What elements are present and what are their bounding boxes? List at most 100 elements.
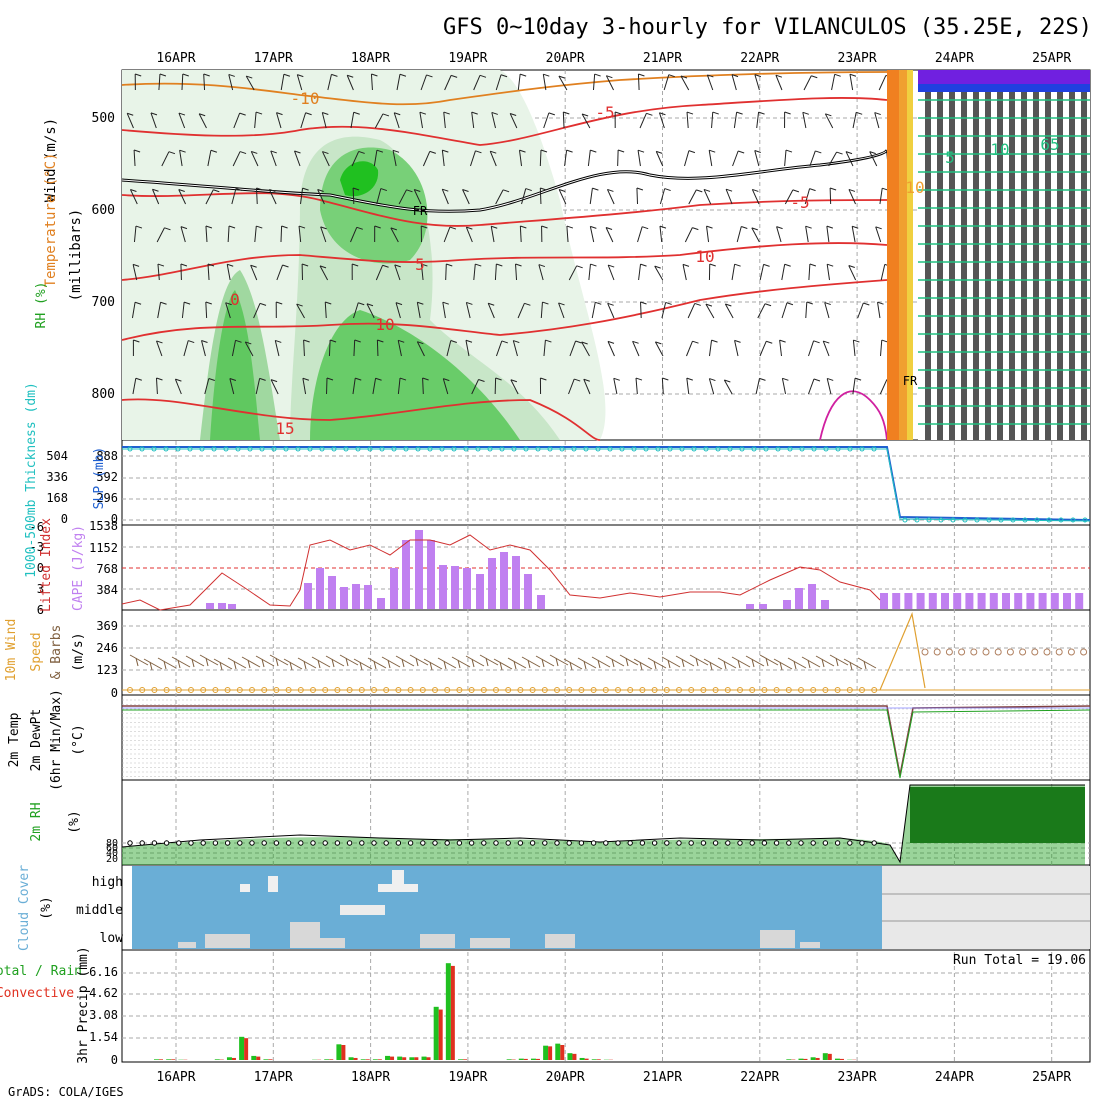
thickness-marker [1046,517,1052,523]
wind-barb-flag [302,187,309,191]
wind-barb-flag [703,188,711,192]
rh2m-marker [249,840,255,846]
wind-barb-flag [374,225,381,229]
thickness-marker [926,517,932,523]
thickness-marker [319,446,325,452]
wind-barb [353,339,356,357]
surface-barb-flag [653,660,657,670]
wind-barb-flag [734,263,741,267]
precip-conv-bar [365,1059,370,1060]
thickness-marker [667,446,673,452]
label-millibars: (millibars) [68,209,84,302]
band-stripe [997,88,1003,440]
surface-barb [269,654,289,666]
wind-barb [416,341,425,357]
cape-bar [892,593,901,609]
rh2m-marker [834,840,841,846]
band-stripe [949,88,955,440]
thickness-marker [307,446,313,452]
wind-barb-flag [692,227,699,231]
wind-barb-flag [792,189,800,193]
precip-total-bar [385,1055,391,1060]
wind-barb [605,227,614,243]
wind-barb [254,226,257,243]
wind-barb [636,187,639,205]
wind-barb [848,265,857,281]
thickness-marker [583,446,589,452]
p4-ytick: 246 [96,641,118,655]
cloud-bg-missing [882,866,1090,949]
surface-barb-flag [331,658,335,668]
rh2m-marker [725,840,731,846]
wind-barb [759,341,767,357]
wind-barb [828,151,837,167]
wind-barb-flag [784,111,791,115]
thickness-marker [343,446,349,452]
wind-barb-flag [805,225,812,229]
wind-barb-flag [276,301,283,305]
rh2m-marker [578,840,585,846]
surface-barb [619,654,639,666]
label-total-rain: Total / Rain [0,964,82,979]
wind-barb-flag [399,377,407,381]
surface-barb-flag [289,661,293,671]
surface-barb [325,655,345,667]
contour-label: 15 [275,419,294,438]
thickness-marker [643,446,649,452]
rh2m-marker [151,840,158,846]
p6-ytick: 40 [106,848,118,859]
wind-barb-flag [590,225,597,229]
surface-barb-flag [359,661,363,671]
wind-barb-flag [275,339,282,343]
wind-barb-flag [525,188,532,192]
cape-bar [228,604,236,609]
wind-barb-flag [317,189,324,192]
rh2m-marker [432,840,438,846]
wind-barb-flag [558,302,565,306]
thickness-marker [487,446,493,452]
surface-barb-flag [597,659,601,669]
wind-barb-flag [545,339,552,343]
wind-barb [708,378,715,395]
precip-total-bar [786,1059,792,1060]
wind-barb [808,340,815,357]
surface-barb-flag [737,659,741,669]
precip-total-bar [360,1059,366,1060]
top-date-24APR: 24APR [935,51,974,66]
surface-barb-flag [709,661,713,671]
wind-barb [441,189,449,205]
wind-barb [703,189,712,205]
wind-barb [802,112,807,129]
surface-barb [451,656,471,668]
thickness-marker [535,446,541,452]
wind-barb [324,302,327,319]
thickness-marker [1034,517,1040,523]
wind-barb [587,150,591,167]
wind-barb [732,150,739,167]
wind-barb [706,226,710,243]
wind-barb-flag [239,112,246,116]
label-cloud-unit: (%) [39,896,54,919]
surface-barb [465,655,485,667]
wind-barb [443,226,451,243]
contour-label: 10 [695,247,714,266]
p1-ytick: 600 [92,203,115,218]
temp-contour-10 [121,279,888,341]
wind-barb-flag [203,73,210,77]
wind-barb-flag [806,301,813,305]
surface-barb-flag [457,659,461,669]
surface-barb [409,654,429,666]
wind-barb [244,341,254,357]
cloud-low-bar [470,938,510,948]
wind-barb [226,264,231,281]
label-10m-wind: 10m Wind [4,619,19,682]
wind-barb-flag [421,263,428,267]
chart-title: GFS 0~10day 3-hourly for VILANCULOS (35.… [443,15,1092,40]
wind-barb [521,188,527,205]
thickness-marker [902,517,908,523]
wind-barb [589,226,595,243]
surface-barb-flag [793,660,797,670]
wind-barb [298,226,302,243]
label-temperature: Temperature (°C) [43,153,59,288]
precip-conv-bar [231,1057,236,1060]
